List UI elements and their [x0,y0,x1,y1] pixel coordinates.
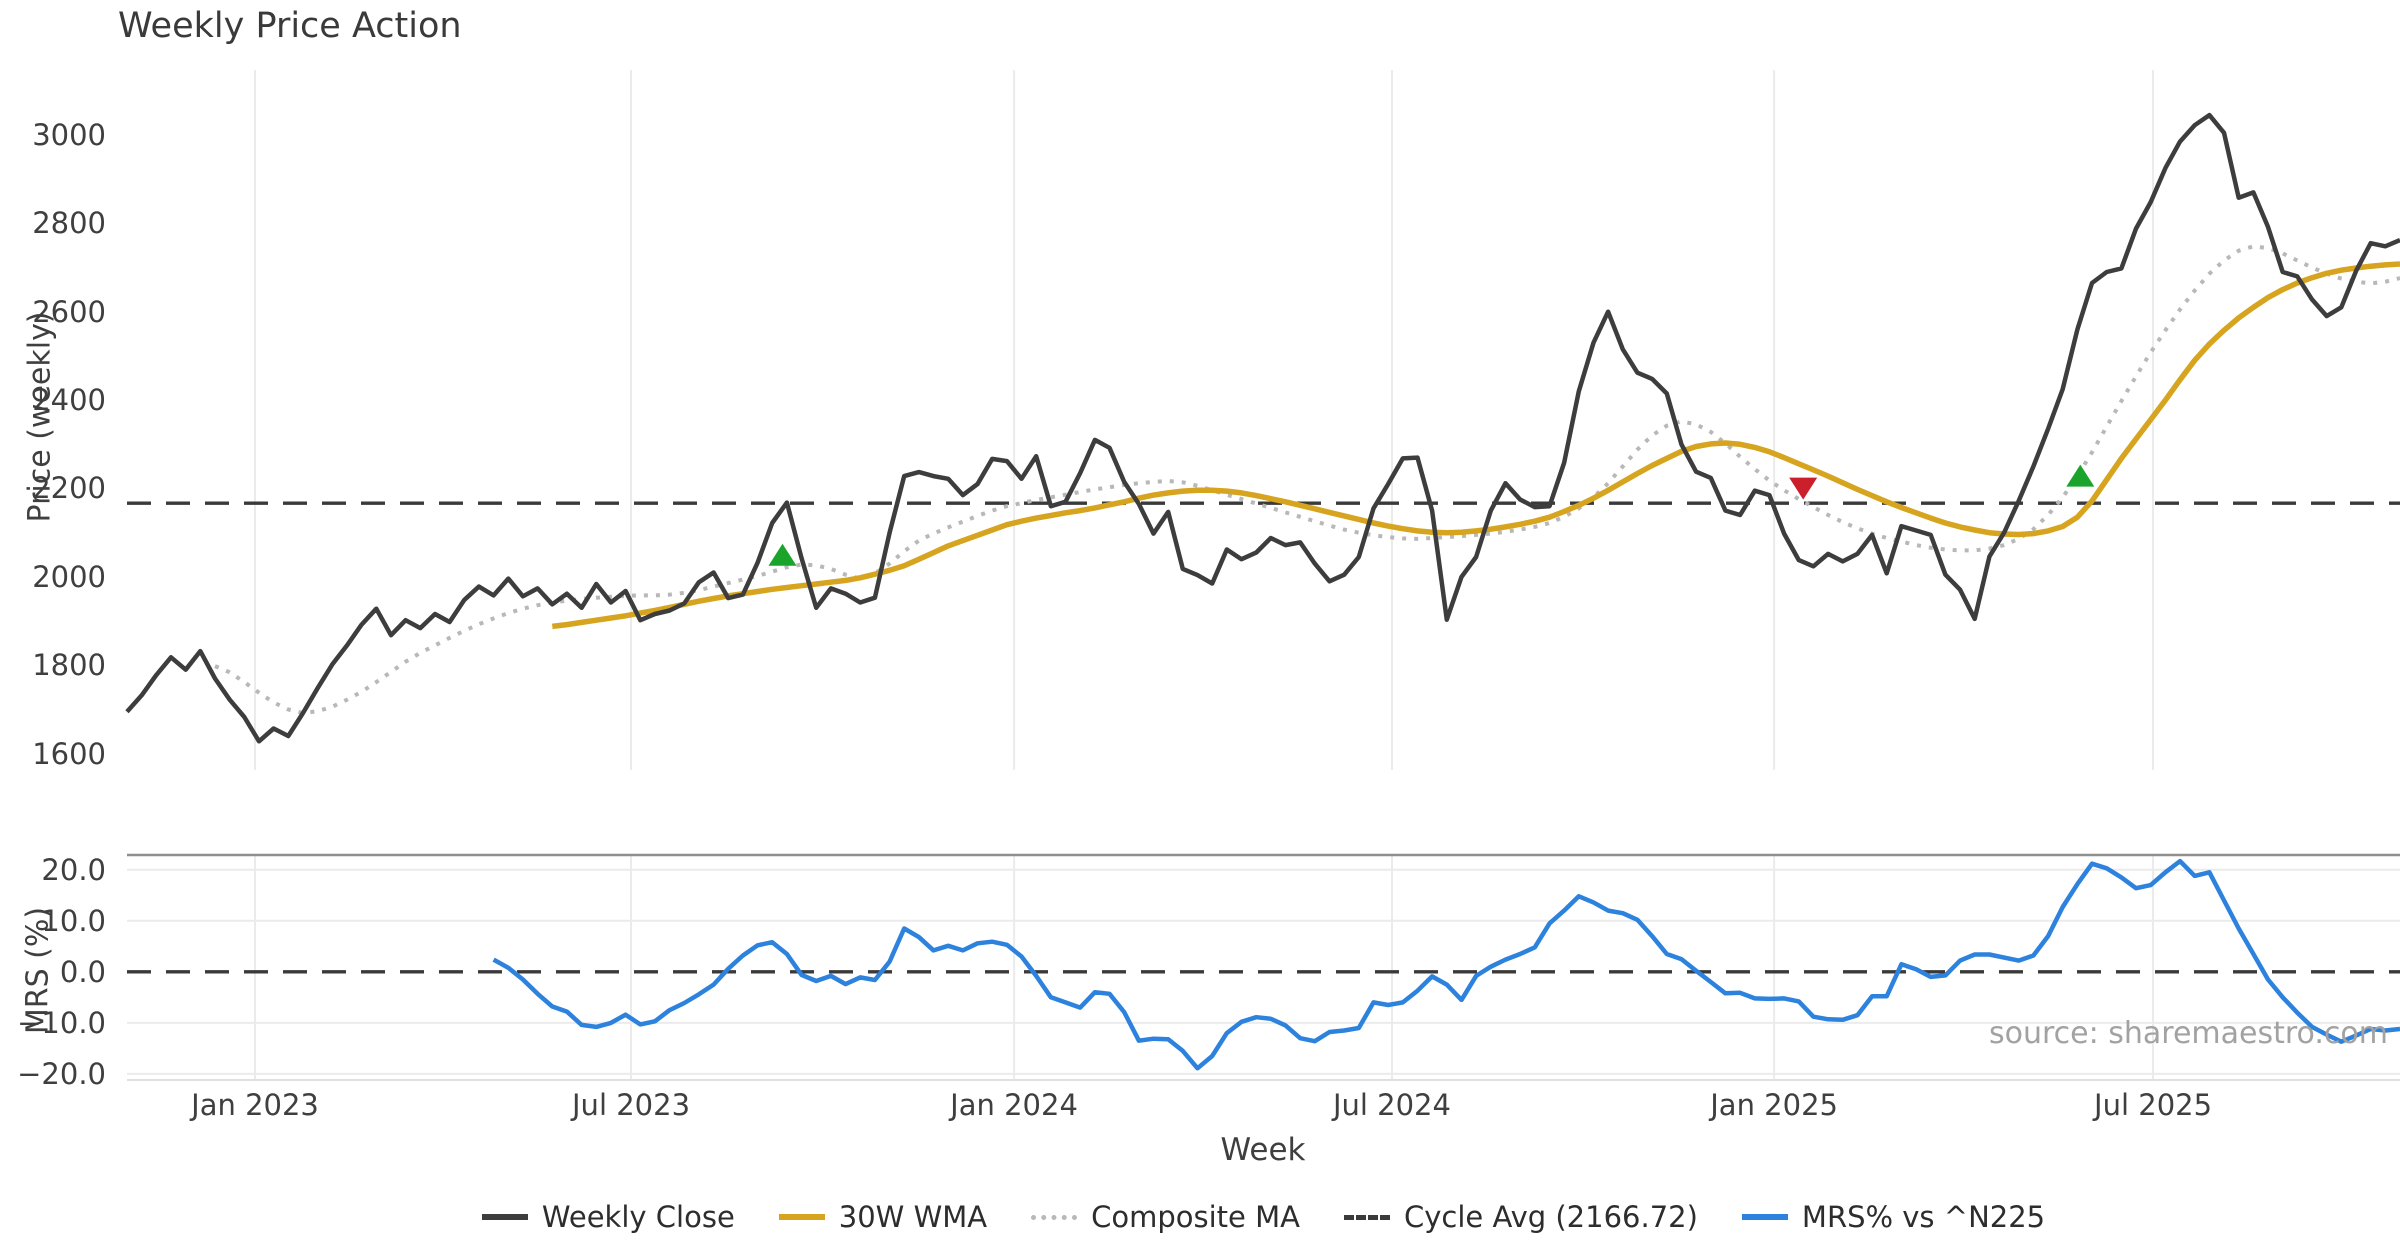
chart-title: Weekly Price Action [118,6,462,46]
buy-signal-triangle [768,543,797,566]
legend-item-cycle-avg: Cycle Avg (2166.72) [1343,1200,1698,1234]
x-tick-label: Jul 2024 [1332,1088,1451,1122]
legend-label: 30W WMA [838,1200,988,1234]
price-ytick-label: 3000 [32,117,106,152]
price-ytick-label: 2600 [32,294,106,329]
composite-ma-line-swatch [1031,1214,1078,1220]
legend-item-weekly-close: Weekly Close [481,1200,735,1234]
x-axis-label: Week [1220,1132,1306,1168]
legend-item-30w-wma: 30W WMA [778,1200,988,1234]
price-ytick-label: 2400 [32,383,106,418]
legend-label: Composite MA [1091,1200,1300,1234]
wma-line-swatch [778,1214,825,1220]
price-ytick-label: 1800 [32,648,106,683]
cycle-avg-line-swatch [1343,1214,1390,1220]
legend-label: MRS% vs ^N225 [1801,1200,2046,1234]
legend: Weekly Close 30W WMA Composite MA Cycle … [127,1200,2400,1234]
x-tick-label: Jan 2025 [1710,1088,1838,1122]
mrs-ytick-label: 0.0 [59,954,106,989]
mrs-ytick-label: 20.0 [41,852,106,887]
buy-signal-triangle [2066,464,2095,487]
x-tick-label: Jul 2025 [2094,1088,2213,1122]
mrs-ytick-label: −10.0 [17,1005,106,1040]
sell-signal-triangle [1789,477,1818,500]
weekly-close-line-swatch [481,1214,528,1220]
mrs-ytick-label: 10.0 [41,903,106,938]
x-tick-label: Jan 2024 [950,1088,1078,1122]
price-ytick-label: 2200 [32,471,106,506]
mrs-ytick-label: −20.0 [17,1056,106,1091]
x-tick-label: Jul 2023 [572,1088,691,1122]
mrs-line-swatch [1741,1214,1788,1220]
legend-label: Weekly Close [541,1200,735,1234]
mrs-line [492,858,2400,1071]
wma-line [551,261,2400,630]
source-watermark: source: sharemaestro.com [1989,1016,2388,1051]
weekly-close-line [125,112,2400,744]
legend-item-composite-ma: Composite MA [1031,1200,1300,1234]
price-ytick-label: 2800 [32,206,106,241]
legend-item-mrs: MRS% vs ^N225 [1741,1200,2046,1234]
legend-label: Cycle Avg (2166.72) [1403,1200,1698,1234]
x-tick-label: Jan 2023 [191,1088,319,1122]
price-ytick-label: 1600 [32,736,106,771]
price-ytick-label: 2000 [32,559,106,594]
